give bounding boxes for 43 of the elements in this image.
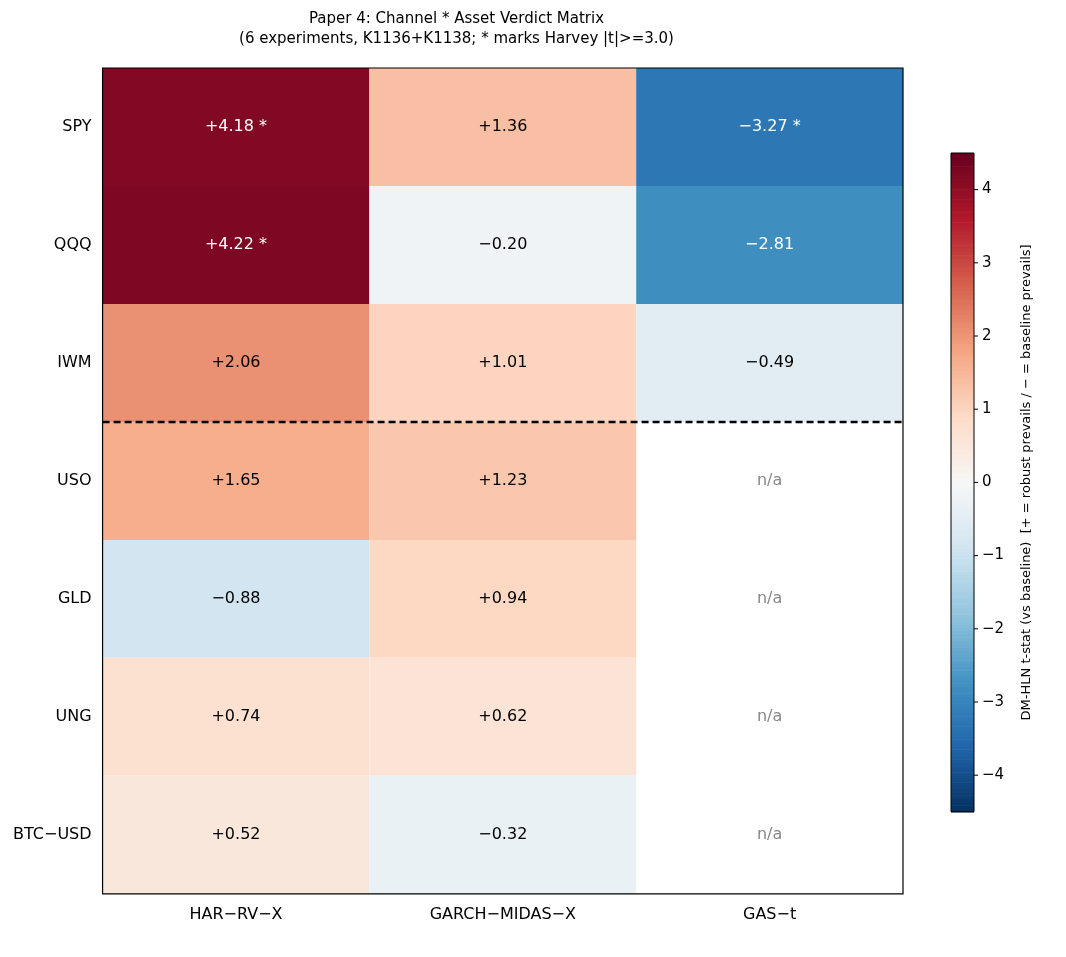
data-label: +0.74 — [211, 706, 261, 725]
color-bar-label: −4 — [982, 765, 1005, 784]
data-label: +0.52 — [211, 823, 261, 843]
data-label: +1.36 — [478, 116, 528, 136]
y-tick-label: GLD — [57, 588, 92, 608]
data-label: +1.23 — [478, 470, 528, 490]
chart-title: Paper 4: Channel * Asset Verdict Matrix — [308, 8, 605, 27]
y-tick-label: QQQ — [53, 234, 92, 254]
color-bar-label: 3 — [982, 252, 992, 271]
color-bar-label: 0 — [982, 472, 992, 491]
y-tick-label: USO — [57, 470, 92, 490]
data-label: +1.65 — [211, 470, 261, 490]
y-tick-label: BTC−USD — [13, 823, 92, 843]
color-bar-label: −2 — [982, 618, 1005, 637]
color-bar-label: 2 — [982, 325, 992, 344]
text: n/a — [756, 588, 783, 608]
color-bar-label: −3 — [982, 691, 1005, 710]
text: n/a — [756, 823, 783, 843]
data-label: −0.88 — [211, 588, 261, 608]
data-label: +4.22 * — [204, 234, 268, 254]
data-label: +0.62 — [478, 706, 528, 725]
x-tick-label: GARCH−MIDAS−X — [429, 903, 576, 923]
data-label: +1.01 — [478, 352, 528, 372]
color-bar-title: DM-HLN t-stat (vs baseline) [+ = robust prevails / − = baseline prevails] — [1018, 244, 1034, 721]
data-label: −0.20 — [478, 234, 528, 254]
text: n/a — [756, 706, 783, 725]
data-label: −2.81 — [745, 234, 795, 254]
data-label: +0.94 — [478, 588, 528, 608]
color-bar-label: 1 — [982, 399, 992, 418]
y-tick-label: IWM — [57, 352, 92, 372]
data-label: −0.32 — [478, 823, 528, 843]
y-tick-label: SPY — [62, 116, 92, 136]
color-bar-label: −1 — [982, 545, 1005, 564]
chart-subtitle: (6 experiments, K1136+K1138; * marks Harvey |t|>=3.0) — [239, 28, 674, 47]
data-label: +2.06 — [211, 352, 261, 372]
x-tick-label: HAR−RV−X — [189, 903, 283, 923]
data-label: +4.18 * — [204, 116, 268, 136]
data-label: −3.27 * — [738, 116, 801, 136]
y-tick-label: UNG — [55, 706, 92, 725]
data-label: −0.49 — [745, 352, 795, 372]
color-bar-label: 4 — [982, 179, 992, 198]
x-tick-label: GAS−t — [743, 903, 797, 923]
text: n/a — [756, 470, 783, 490]
